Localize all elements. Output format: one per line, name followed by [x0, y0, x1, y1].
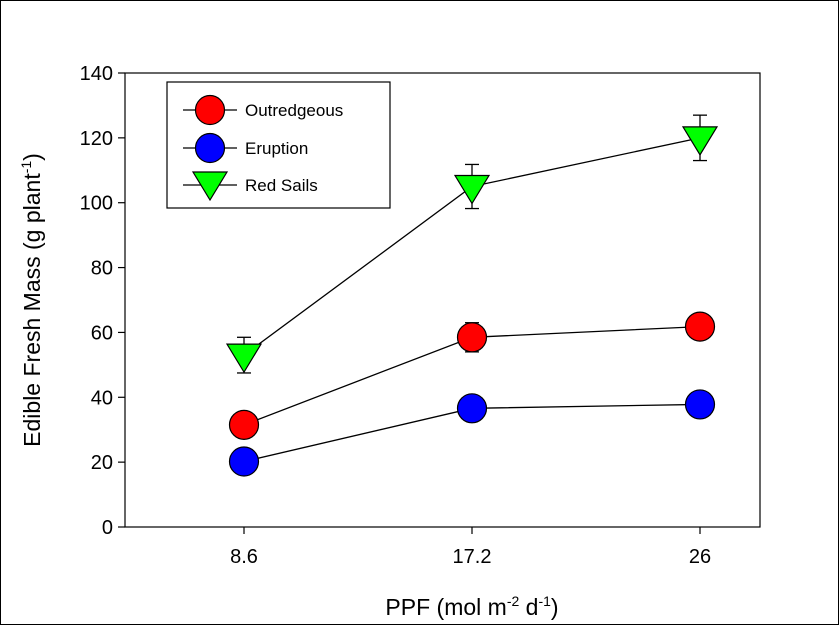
legend-label: Eruption: [245, 139, 308, 158]
x-tick-label: 26: [689, 546, 711, 568]
data-point: [681, 126, 719, 157]
data-point: [453, 174, 491, 205]
y-axis-title: Edible Fresh Mass (g plant-1): [18, 153, 45, 447]
y-tick-label: 0: [102, 517, 113, 539]
data-point: [228, 446, 260, 477]
legend: Outredgeous Eruption Red Sails: [166, 81, 391, 209]
plot-area-frame: [124, 72, 761, 528]
legend-marker-outredgeous: [194, 94, 226, 126]
y-tick-label: 100: [80, 193, 113, 215]
data-point: [228, 409, 260, 440]
legend-label: Outredgeous: [245, 101, 343, 120]
axes: 0 20 40 60 80 100 120 140 8.6 17.2 26: [80, 63, 761, 568]
y-tick-label: 60: [91, 322, 113, 344]
series-outredgeous: [228, 311, 716, 440]
x-tick-label: 8.6: [230, 546, 258, 568]
y-tick-label: 140: [80, 63, 113, 85]
x-axis-title: PPF (mol m-2 d-1): [385, 593, 558, 620]
legend-marker-eruption: [194, 132, 226, 164]
y-tick-label: 20: [91, 452, 113, 474]
series-eruption: [228, 389, 716, 477]
y-tick-label: 80: [91, 258, 113, 280]
x-tick-label: 17.2: [453, 546, 492, 568]
data-point: [684, 389, 716, 420]
y-tick-label: 120: [80, 128, 113, 150]
y-tick-label: 40: [91, 387, 113, 409]
legend-label: Red Sails: [245, 176, 318, 195]
data-point: [684, 311, 716, 342]
data-point: [456, 393, 488, 424]
series-red-sails: [225, 114, 719, 374]
data-point: [225, 343, 263, 374]
series-layer: [225, 114, 719, 477]
data-point: [456, 322, 488, 353]
legend-marker-red-sails: [191, 171, 229, 202]
legend-items: Outredgeous Eruption Red Sails: [183, 94, 343, 202]
